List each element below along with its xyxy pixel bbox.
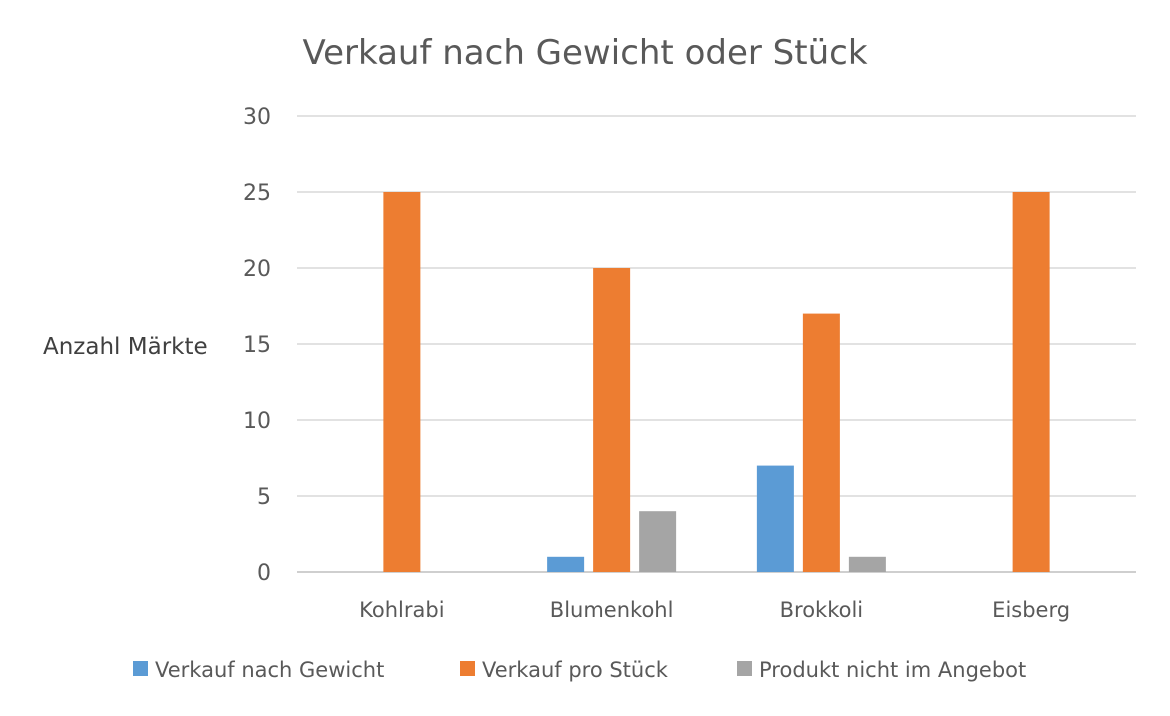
gridlines <box>297 115 1136 573</box>
y-axis-label: Anzahl Märkte <box>43 334 208 360</box>
y-tick-label: 5 <box>257 485 271 510</box>
y-tick-label: 15 <box>243 333 271 358</box>
y-tick-label: 0 <box>257 561 271 586</box>
chart-title: Verkauf nach Gewicht oder Stück <box>302 33 867 73</box>
legend: Verkauf nach Gewicht Verkauf pro Stück Pro… <box>133 658 1026 682</box>
bars <box>383 192 1050 572</box>
y-tick-label: 25 <box>243 181 271 206</box>
bar-brokkoli-series-2 <box>802 313 840 572</box>
y-tick-label: 10 <box>243 409 271 434</box>
x-tick-label: Brokkoli <box>780 598 864 622</box>
bar-blumenkohl-series-3 <box>639 511 677 572</box>
y-axis-ticks: 0 5 10 15 20 25 30 <box>243 105 271 586</box>
x-tick-label: Kohlrabi <box>359 598 444 622</box>
bar-kohlrabi-series-2 <box>383 192 421 572</box>
bar-blumenkohl-series-1 <box>547 556 585 572</box>
y-tick-label: 30 <box>243 105 271 130</box>
x-tick-label: Blumenkohl <box>550 598 674 622</box>
x-tick-label: Eisberg <box>992 598 1070 622</box>
y-tick-label: 20 <box>243 257 271 282</box>
bar-brokkoli-series-1 <box>756 465 794 572</box>
legend-swatch <box>460 661 475 676</box>
bar-brokkoli-series-3 <box>848 556 886 572</box>
bar-blumenkohl-series-2 <box>593 268 631 572</box>
legend-label: Verkauf pro Stück <box>482 658 669 682</box>
legend-label: Verkauf nach Gewicht <box>155 658 384 682</box>
legend-swatch <box>737 661 752 676</box>
x-axis-ticks: Kohlrabi Blumenkohl Brokkoli Eisberg <box>359 598 1070 622</box>
bar-eisberg-series-2 <box>1012 192 1050 572</box>
legend-swatch <box>133 661 148 676</box>
legend-label: Produkt nicht im Angebot <box>759 658 1026 682</box>
